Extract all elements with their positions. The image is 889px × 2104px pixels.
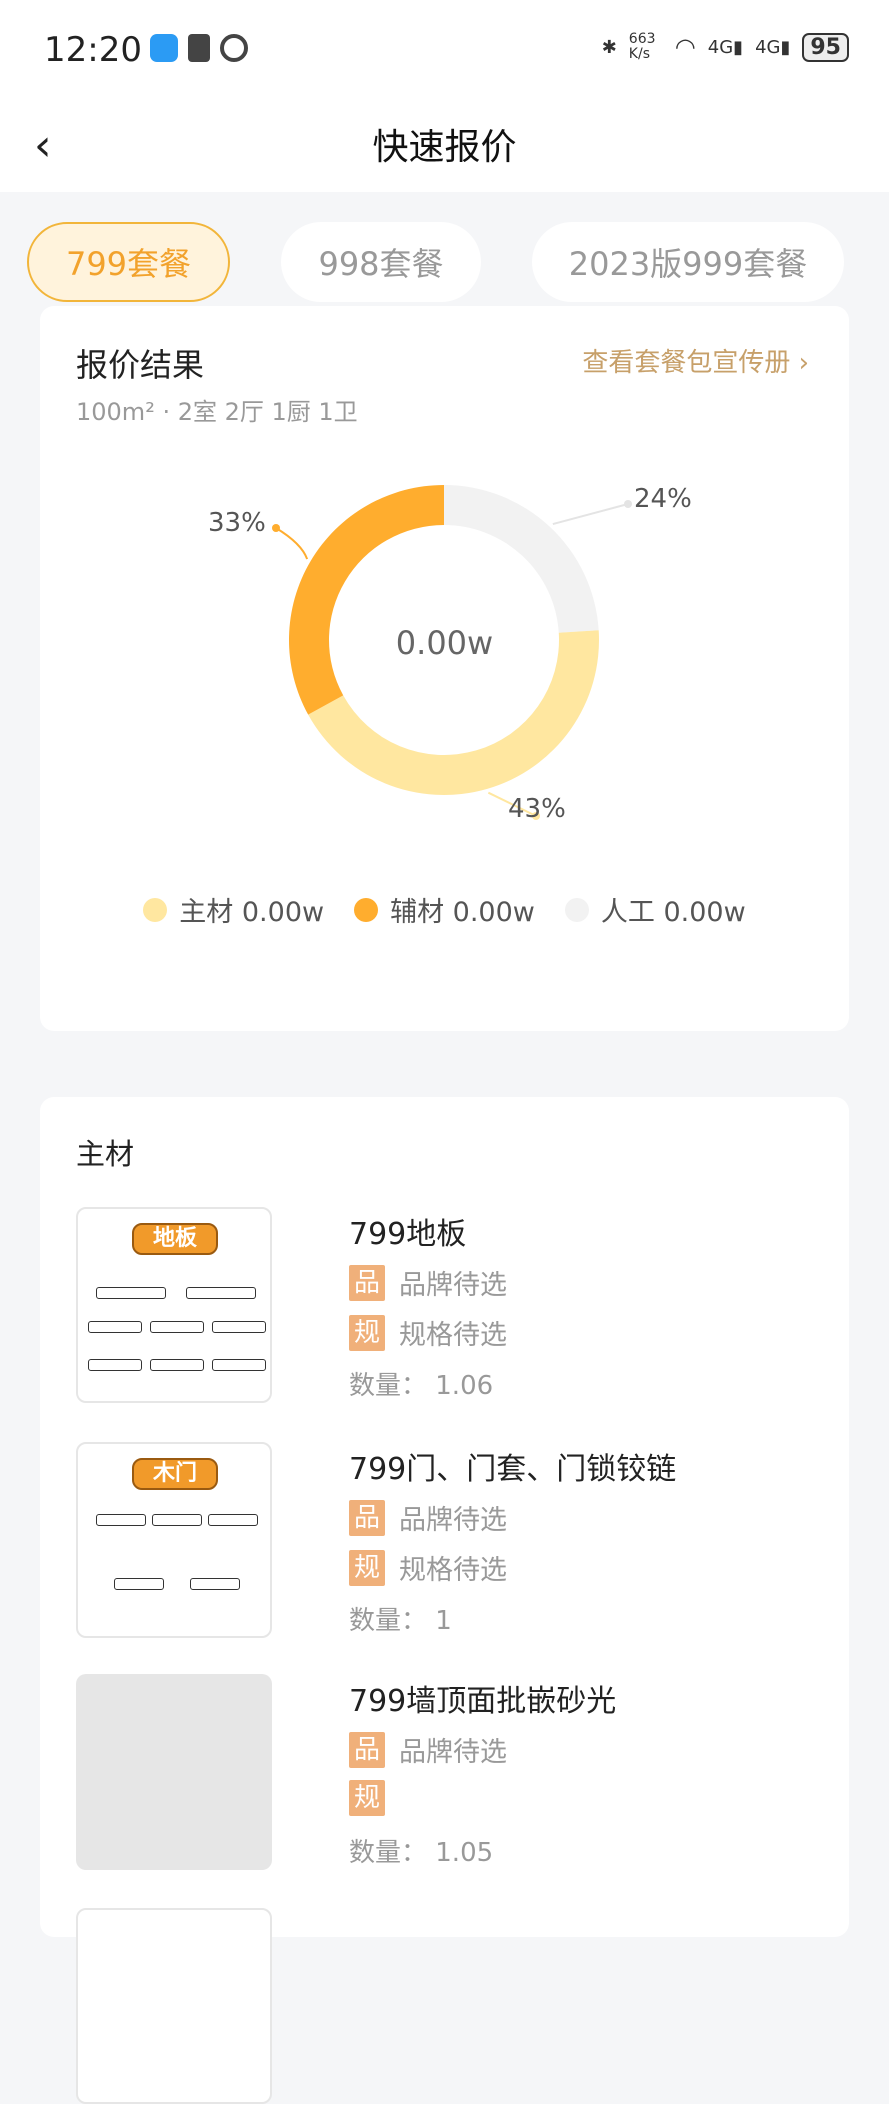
floor-brands-image: 地板 [76,1207,272,1403]
spec-tag: 规 [349,1549,385,1586]
item-name: 799地板 [349,1217,467,1252]
door-brands-image: 木门 [76,1442,272,1638]
leader-dot-1 [532,812,540,820]
quantity: 数量： 1 [349,1606,452,1636]
list-item[interactable]: 木门 799门、门套、门锁铰链 品品牌待选 规规格待选 数量： 1 [76,1442,816,1638]
leader-line-0 [552,503,629,526]
brand-logo [88,1321,142,1333]
spec-value: 规格待选 [399,1555,507,1586]
legend-dot [564,897,589,922]
quantity: 数量： 1.05 [349,1838,494,1868]
spec-row: 规规格待选 [349,1548,507,1587]
brochure-link-label: 查看套餐包宣传册 [582,348,791,378]
back-button[interactable]: ‹ [34,120,52,171]
brand-logo [190,1578,240,1590]
spec-row: 规 [349,1780,399,1816]
image-badge: 地板 [132,1223,218,1255]
donut-slice-0 [444,485,599,633]
materials-title: 主材 [76,1137,135,1171]
label-labor-pct: 24% [634,484,692,514]
spec-tag: 规 [349,1780,385,1816]
list-item[interactable]: 799墙顶面批嵌砂光 品品牌待选 规 数量： 1.05 [76,1674,816,1870]
donut-chart [272,485,632,820]
donut-slice-2 [288,485,444,715]
brand-value: 品牌待选 [399,1737,507,1768]
list-item[interactable] [76,1908,816,2104]
donut-slice-1 [308,630,599,796]
brand-logo [88,1359,142,1371]
signal-icon: 4G▮ [707,36,744,58]
chart-legend: 主材 0.00w 辅材 0.00w 人工 0.00w [40,890,849,929]
brand-logo [150,1359,204,1371]
message-icon [150,34,178,62]
list-item[interactable]: 地板 799地板 品品牌待选 规规格待选 数量： 1.06 [76,1207,816,1403]
legend-label: 辅材 0.00w [390,897,535,928]
tab-799[interactable]: 799套餐 [27,222,230,302]
legend-aux: 辅材 0.00w [354,890,535,929]
brand-logo [186,1287,256,1299]
tab-998[interactable]: 998套餐 [281,222,481,302]
alarm-icon [220,34,248,62]
leader-line-1 [487,791,537,817]
brand-logo [212,1321,266,1333]
brand-logo [114,1578,164,1590]
brand-logo [208,1514,258,1526]
status-bar: 12:20 ✱ 663 K/s ◠ 4G▮ 4G▮ 95 [0,0,889,100]
brand-value: 品牌待选 [399,1270,507,1301]
brand-tag: 品 [349,1731,385,1768]
item-name: 799门、门套、门锁铰链 [349,1452,677,1487]
legend-dot [354,897,379,922]
brand-row: 品品牌待选 [349,1498,507,1537]
brand-row: 品品牌待选 [349,1263,507,1302]
brand-value: 品牌待选 [399,1505,507,1536]
label-aux-pct: 33% [208,508,266,538]
wifi-icon: ◠ [674,33,696,61]
image-badge: 木门 [132,1458,218,1490]
spec-value: 规格待选 [399,1320,507,1351]
net-speed: 663 K/s [628,31,656,62]
leader-dot-2 [272,524,280,532]
brand-tag: 品 [349,1499,385,1536]
battery-indicator: 95 [802,32,849,62]
brand-logo [96,1287,166,1299]
brand-logo [150,1321,204,1333]
nfc-icon [188,34,210,62]
brochure-link[interactable]: 查看套餐包宣传册 › [582,342,809,379]
legend-label: 人工 0.00w [600,897,746,928]
legend-label: 主材 0.00w [179,897,325,928]
leader-dot-0 [624,500,632,508]
result-title: 报价结果 [76,346,205,384]
legend-main: 主材 0.00w [143,890,324,929]
bluetooth-icon: ✱ [601,36,617,58]
result-subtitle: 100m² · 2室 2厅 1厨 1卫 [76,398,358,426]
brand-logo [152,1514,202,1526]
brand-logo [212,1359,266,1371]
quantity: 数量： 1.06 [349,1371,494,1401]
placeholder-image [76,1674,272,1870]
item-image [76,1908,272,2104]
spec-tag: 规 [349,1314,385,1351]
leader-line-2 [275,527,309,560]
label-main-pct: 43% [508,794,566,824]
donut-center-total: 0.00w [395,624,494,662]
brand-tag: 品 [349,1264,385,1301]
brand-row: 品品牌待选 [349,1730,507,1769]
spec-row: 规规格待选 [349,1313,507,1352]
legend-labor: 人工 0.00w [564,890,746,929]
materials-card: 主材 地板 799地板 品品牌待选 规规格待选 数量： 1.06 木门 799门… [40,1097,849,2104]
signal-icon-2: 4G▮ [755,36,791,58]
brand-logo [96,1514,146,1526]
chevron-right-icon: › [798,348,809,378]
status-time: 12:20 [44,30,142,70]
result-card: 报价结果 100m² · 2室 2厅 1厨 1卫 查看套餐包宣传册 › 24% … [40,306,849,1031]
item-name: 799墙顶面批嵌砂光 [349,1684,617,1719]
legend-dot [143,897,168,922]
page-title: 快速报价 [372,127,517,168]
nav-bar: ‹ 快速报价 [0,100,889,192]
tab-2023-999[interactable]: 2023版999套餐 [532,222,844,302]
